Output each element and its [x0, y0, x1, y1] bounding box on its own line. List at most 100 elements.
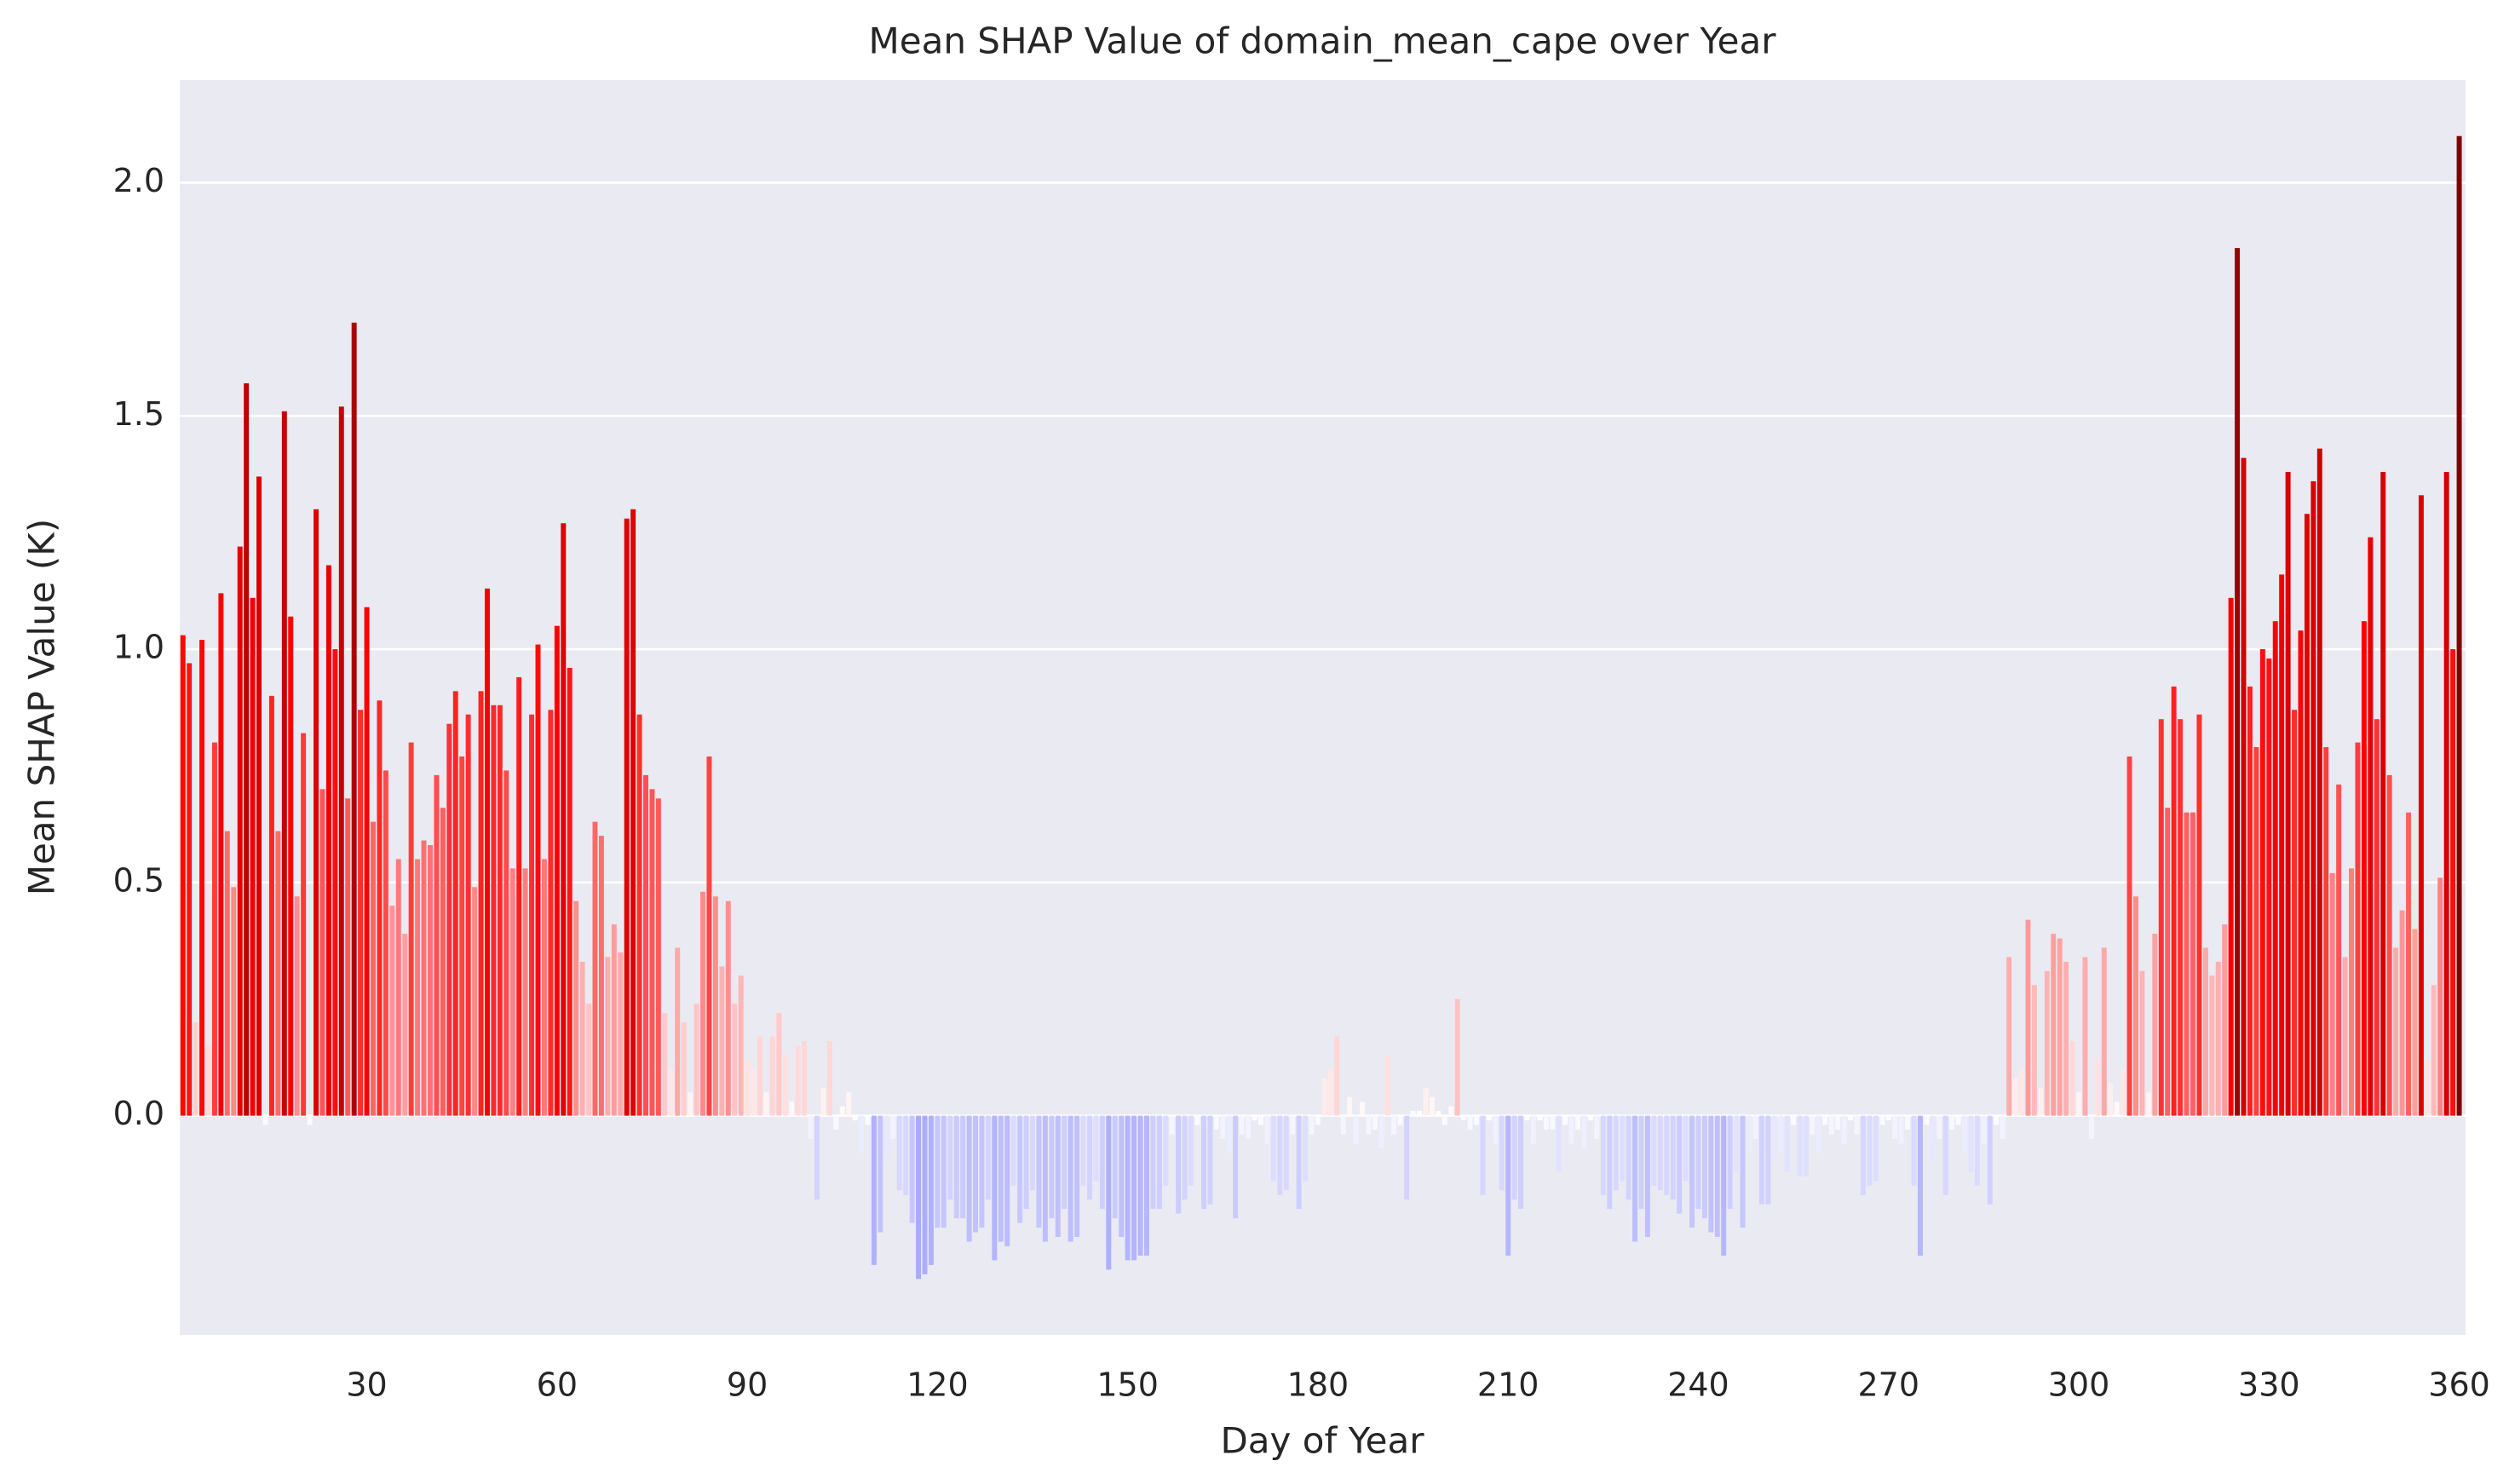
bar [789, 1101, 795, 1116]
bar [218, 593, 224, 1116]
bar [941, 1115, 947, 1228]
bar [2006, 957, 2012, 1116]
bar [2253, 747, 2259, 1116]
bar [1499, 1115, 1505, 1191]
bar [541, 859, 547, 1116]
bar [2108, 1083, 2114, 1116]
bar [1169, 1115, 1175, 1135]
bar [1290, 1115, 1296, 1135]
bar [1797, 1115, 1803, 1176]
bar [1962, 1115, 1968, 1153]
bar [1784, 1115, 1790, 1172]
bar [408, 742, 414, 1116]
bar [706, 756, 712, 1116]
bar [2215, 961, 2221, 1116]
bar [2316, 448, 2322, 1116]
bar [833, 1115, 839, 1130]
bar [2329, 872, 2335, 1116]
bar [1942, 1115, 1948, 1195]
bar [1778, 1115, 1784, 1153]
bar [2178, 719, 2184, 1116]
bar [535, 644, 541, 1116]
bar [649, 789, 655, 1116]
bar [1810, 1115, 1816, 1135]
bar [1791, 1115, 1797, 1125]
bar [1600, 1115, 1606, 1195]
bar [2114, 1101, 2120, 1116]
bar [2222, 924, 2228, 1116]
bar [268, 695, 274, 1116]
bar [2380, 471, 2386, 1116]
y-tick-label: 1.0 [113, 629, 164, 666]
bar [402, 934, 408, 1116]
bar [1752, 1115, 1758, 1140]
bar [1461, 1115, 1467, 1121]
bar [1036, 1115, 1042, 1228]
bar [636, 714, 642, 1116]
bar [1474, 1115, 1479, 1125]
bar [1087, 1115, 1092, 1200]
bar [1176, 1115, 1182, 1214]
bar [262, 1115, 268, 1125]
bar [1156, 1115, 1162, 1210]
bar [922, 1115, 928, 1274]
bar [1023, 1115, 1029, 1210]
bar [484, 588, 490, 1116]
bar [1505, 1115, 1511, 1256]
x-tick-label: 300 [2048, 1366, 2110, 1404]
bar [2425, 1059, 2431, 1116]
bar [1911, 1115, 1917, 1186]
bar [1277, 1115, 1283, 1195]
bar [1486, 1115, 1492, 1121]
bar [1188, 1115, 1194, 1186]
bar [2165, 808, 2171, 1116]
bar [1568, 1115, 1574, 1144]
bar [567, 667, 573, 1116]
bar [973, 1115, 979, 1233]
bar [586, 1004, 592, 1116]
bar [903, 1115, 909, 1195]
bar [307, 1115, 313, 1125]
bar [592, 821, 598, 1116]
bar [395, 859, 401, 1116]
bar [1607, 1115, 1613, 1210]
bar [1987, 1115, 1993, 1205]
bar [1562, 1115, 1568, 1125]
bar [1632, 1115, 1638, 1242]
bar [459, 756, 465, 1116]
bar [1410, 1111, 1416, 1116]
bar [529, 714, 535, 1116]
bar [1854, 1115, 1860, 1135]
bar [1062, 1115, 1067, 1210]
bar [1955, 1115, 1961, 1125]
bar [1664, 1115, 1670, 1195]
x-tick-label: 210 [1477, 1366, 1539, 1404]
bar [1530, 1115, 1536, 1144]
bar [1695, 1115, 1701, 1210]
bar [1417, 1111, 1422, 1116]
bar [1080, 1115, 1086, 1186]
bar [1885, 1115, 1891, 1121]
bar [2171, 686, 2177, 1116]
bar [1264, 1115, 1270, 1144]
bar [668, 1068, 674, 1116]
bar [554, 625, 560, 1116]
bar [1327, 1068, 1333, 1116]
bar [1898, 1115, 1904, 1144]
bar [1150, 1115, 1156, 1210]
bar [180, 635, 186, 1116]
bar [871, 1115, 877, 1265]
bar [389, 906, 395, 1116]
bar [415, 859, 421, 1116]
bar [1106, 1115, 1112, 1270]
bar [878, 1115, 883, 1233]
bar [1143, 1115, 1149, 1256]
bar [2228, 597, 2234, 1116]
bar [2266, 659, 2272, 1116]
bar [1334, 1036, 1340, 1116]
bar [1391, 1115, 1397, 1135]
bar [1353, 1115, 1359, 1144]
bar [890, 1115, 896, 1140]
bar [1125, 1115, 1131, 1261]
bar [909, 1115, 915, 1223]
